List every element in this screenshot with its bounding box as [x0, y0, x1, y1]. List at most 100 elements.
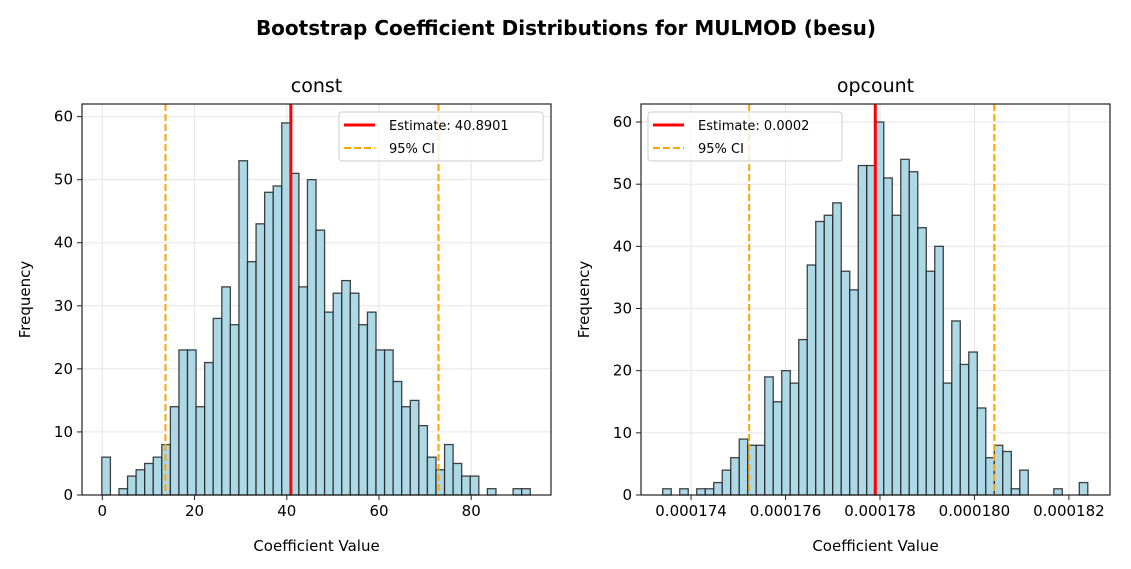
histogram-bar: [469, 475, 480, 496]
x-tick-label: 0.000176: [750, 502, 822, 520]
histogram-bar: [401, 406, 411, 496]
figure-title: Bootstrap Coefficient Distributions for …: [256, 16, 876, 40]
histogram-bar: [186, 349, 197, 496]
y-tick-label: 50: [613, 175, 632, 193]
y-tick-label: 0: [63, 486, 73, 504]
y-axis-label: Frequency: [16, 261, 34, 339]
x-tick-label: 20: [185, 502, 204, 520]
x-tick-label: 0.000174: [655, 502, 727, 520]
histogram-bar: [1010, 488, 1021, 496]
y-tick-label: 10: [54, 423, 73, 441]
histogram-bar: [298, 286, 309, 496]
x-axis-label: Coefficient Value: [253, 537, 379, 555]
x-tick-label: 0.000182: [1033, 502, 1105, 520]
x-tick-label: 0.000178: [844, 502, 916, 520]
histogram-bar: [435, 469, 446, 496]
histogram-bar: [993, 444, 1004, 496]
histogram-bar: [1053, 488, 1063, 496]
histogram-bar: [1078, 481, 1089, 496]
axes-frame: [81, 103, 552, 496]
histogram-bar: [426, 456, 437, 496]
histogram-bar: [238, 160, 249, 496]
subplot-opcount: 0.000174 0.000176 0.000178 0.000180 0.000182…: [575, 75, 1111, 555]
histogram-bar: [959, 363, 970, 496]
histogram-bar: [246, 261, 257, 496]
histogram-bar: [486, 488, 497, 496]
histogram-bar: [662, 488, 672, 496]
histogram-bar: [891, 214, 902, 496]
histogram-bar: [679, 488, 689, 496]
histogram-bar: [323, 311, 334, 496]
legend-estimate-label: Estimate: 0.0002: [698, 119, 809, 134]
histogram-bar: [169, 406, 180, 496]
subplot-title: const: [291, 75, 342, 97]
histogram-bar: [263, 191, 274, 496]
histogram-bar: [806, 264, 817, 496]
histogram-bar: [925, 270, 936, 496]
histogram-bar: [358, 324, 369, 496]
histogram-bar: [366, 311, 377, 496]
histogram-bar: [512, 488, 523, 496]
x-tick-label: 60: [369, 502, 388, 520]
histogram-bar: [272, 185, 283, 496]
histogram-bar: [823, 214, 834, 496]
histogram-bar: [883, 177, 893, 496]
histogram-bar: [229, 324, 240, 496]
histogram-bar: [392, 380, 403, 496]
histogram-bar: [713, 481, 723, 496]
histogram-bar: [521, 488, 531, 496]
histogram-bar: [789, 382, 800, 496]
x-tick-label: 0: [98, 502, 108, 520]
subplot-title: opcount: [837, 75, 914, 97]
histogram-bar: [951, 320, 961, 496]
histogram-bar: [857, 164, 868, 496]
histogram-bar: [976, 407, 987, 496]
legend-estimate-label: Estimate: 40.8901: [389, 119, 509, 134]
y-tick-label: 40: [613, 237, 632, 255]
histogram-bar: [942, 382, 953, 496]
histogram-bar: [409, 399, 420, 496]
histogram-bar: [934, 245, 944, 496]
x-tick-label: 80: [462, 502, 481, 520]
histogram-bar: [730, 457, 740, 496]
histogram-bar: [764, 376, 774, 496]
histogram-bar: [144, 462, 154, 496]
histogram-bar: [721, 469, 732, 496]
x-axis-label: Coefficient Value: [812, 537, 938, 555]
histogram-bar: [375, 349, 386, 496]
y-tick-label: 60: [54, 108, 73, 126]
y-tick-label: 40: [54, 234, 73, 252]
histogram-bar: [341, 279, 351, 496]
histogram-bar: [349, 292, 360, 496]
histogram-bar: [221, 286, 232, 496]
y-tick-label: 50: [54, 171, 73, 189]
subplot-const: 0 20 40 60 80 0 10 20 30 40 50 60 const Coefficient V…: [16, 75, 552, 555]
histogram-bar: [255, 223, 266, 496]
histogram-bar: [281, 122, 291, 496]
y-tick-label: 20: [613, 362, 632, 380]
histogram-bar: [772, 401, 783, 496]
histogram-bar: [755, 444, 766, 496]
histogram-bar: [849, 289, 859, 496]
histogram-bar: [696, 488, 706, 496]
y-tick-label: 20: [54, 360, 73, 378]
histogram-bar: [798, 338, 808, 496]
legend-ci-label: 95% CI: [389, 142, 435, 157]
y-tick-label: 30: [54, 297, 73, 315]
histogram-bar: [781, 370, 791, 496]
histogram-bar: [452, 462, 463, 496]
histogram-bar: [195, 406, 206, 496]
histogram-bar: [306, 179, 317, 496]
histogram-bar: [840, 270, 851, 496]
legend: Estimate: 0.0002 95% CI: [647, 111, 843, 162]
y-axis-label: Frequency: [575, 261, 593, 339]
histogram-bar: [704, 488, 715, 496]
histogram-bar: [461, 475, 471, 496]
histogram-bar: [443, 443, 454, 496]
histogram-bar: [212, 317, 223, 496]
histogram-bar: [315, 229, 326, 496]
y-tick-label: 60: [613, 113, 632, 131]
y-tick-label: 30: [613, 300, 632, 318]
histogram-bar: [152, 456, 163, 496]
histogram-bar: [985, 457, 995, 496]
